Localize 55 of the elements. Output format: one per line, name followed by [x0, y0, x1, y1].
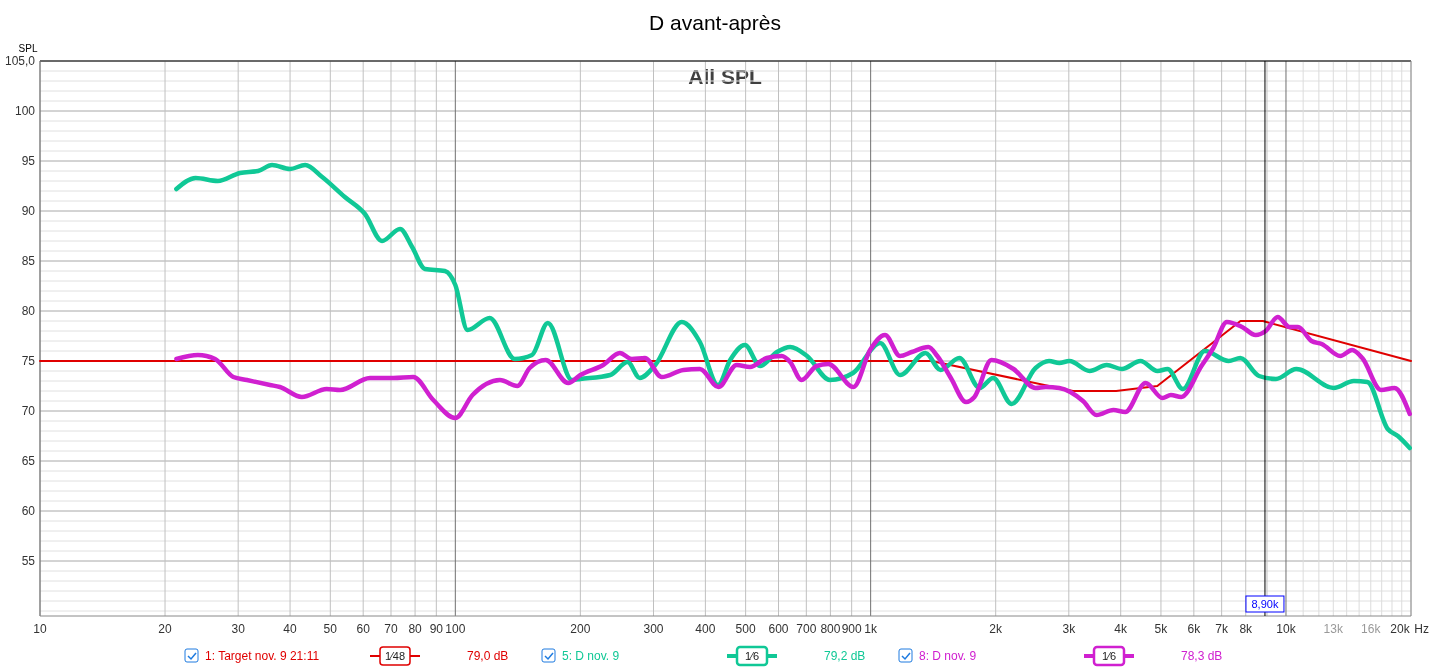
y-tick-label: 55 [21, 554, 36, 568]
x-tick-label: 800 [820, 622, 841, 636]
y-tick-label: 100 [14, 104, 36, 118]
x-tick-label: 2k [989, 622, 1004, 636]
x-tick-label: 40 [283, 622, 298, 636]
x-tick-label: 3k [1062, 622, 1077, 636]
x-axis-title: Hz [1414, 622, 1429, 636]
ref-line-label: 8,90k [1251, 598, 1279, 610]
y-tick-label: 90 [21, 204, 36, 218]
x-tick-label: 70 [384, 622, 398, 636]
x-tick-label: 10k [1276, 622, 1297, 636]
x-tick-label: 16k [1361, 622, 1382, 636]
x-tick-label: 200 [570, 622, 591, 636]
y-tick-label: 85 [21, 254, 36, 268]
x-tick-label: 1k [864, 622, 878, 636]
x-tick-label: 60 [356, 622, 371, 636]
x-tick-label: 900 [841, 622, 862, 636]
chart-subtitle: All SPL [688, 65, 762, 88]
x-tick-label: 20k [1390, 622, 1411, 636]
text: 1: Target nov. 9 21:11 [205, 649, 320, 663]
y-axis-title: SPL [18, 43, 38, 54]
x-tick-label: 4k [1114, 622, 1129, 636]
x-tick-label: 100 [445, 622, 466, 636]
x-tick-label: 80 [408, 622, 423, 636]
y-tick-label: 75 [21, 354, 36, 368]
text: 78,3 dB [1181, 649, 1223, 663]
y-tick-label: 95 [21, 154, 36, 168]
text: 79,2 dB [824, 649, 866, 663]
x-tick-label: 10 [33, 622, 47, 636]
text: 1⁄6 [744, 650, 760, 662]
y-tick-label: 60 [21, 504, 36, 518]
x-tick-label: 300 [643, 622, 664, 636]
x-tick-label: 500 [735, 622, 756, 636]
y-tick-label: 80 [21, 304, 36, 318]
text: 79,0 dB [467, 649, 509, 663]
x-tick-label: 8k [1239, 622, 1254, 636]
x-tick-label: 7k [1215, 622, 1229, 636]
y-tick-label: 105,0 [4, 54, 36, 68]
y-tick-label: 70 [21, 404, 36, 418]
y-tick-label: 65 [21, 454, 36, 468]
x-tick-label: 600 [768, 622, 789, 636]
x-tick-label: 30 [231, 622, 246, 636]
chart-title: D avant-après [649, 11, 781, 34]
text: 8: D nov. 9 [919, 649, 977, 663]
x-tick-label: 700 [796, 622, 817, 636]
text: 1⁄6 [1101, 650, 1117, 662]
x-tick-label: 13k [1323, 622, 1344, 636]
x-tick-label: 6k [1187, 622, 1202, 636]
x-tick-label: 5k [1154, 622, 1169, 636]
x-tick-label: 400 [695, 622, 716, 636]
x-tick-label: 90 [429, 622, 444, 636]
x-tick-label: 20 [158, 622, 173, 636]
x-tick-label: 50 [323, 622, 338, 636]
text: 5: D nov. 9 [562, 649, 620, 663]
text: 1⁄48 [384, 650, 406, 662]
